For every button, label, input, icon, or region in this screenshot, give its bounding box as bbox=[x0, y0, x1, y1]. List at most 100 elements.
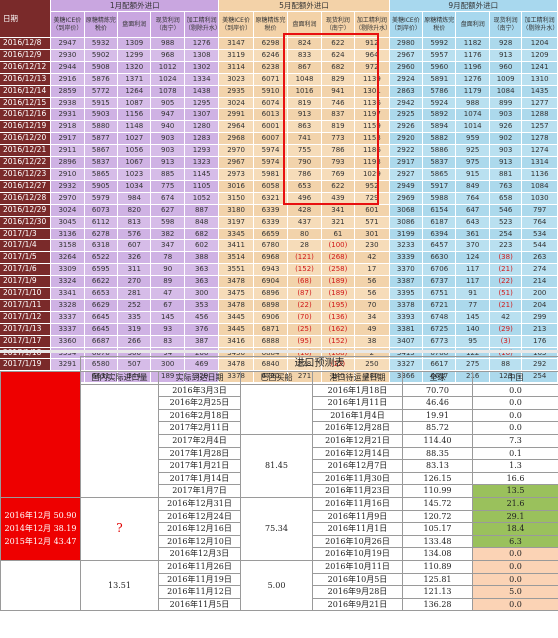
table-cell: 926 bbox=[489, 120, 523, 134]
table-cell: (189) bbox=[321, 275, 356, 289]
brazil-purchase-3: 5.00 bbox=[240, 559, 313, 612]
table-cell: 1280 bbox=[184, 120, 220, 134]
table-cell: (3) bbox=[489, 335, 523, 348]
table-cell: 1084 bbox=[489, 85, 523, 98]
forecast-row: 2017年1月28日 2016年12月14日 88.35 0.1 bbox=[1, 446, 558, 461]
table-cell: 3387 bbox=[389, 275, 424, 289]
table-cell: (189) bbox=[321, 287, 356, 300]
table-cell: (136) bbox=[321, 311, 356, 324]
forecast-title: 进口预测表 bbox=[80, 356, 558, 372]
table-cell: 42 bbox=[489, 311, 523, 324]
table-cell: 1320 bbox=[117, 61, 152, 74]
table-cell: 3264 bbox=[50, 251, 85, 265]
table-cell: 387 bbox=[184, 335, 220, 348]
port-date: 2016年12月28日 bbox=[312, 421, 403, 435]
global-value: 105.17 bbox=[402, 522, 473, 536]
table-cell: 42 bbox=[354, 251, 390, 265]
table-cell: 6645 bbox=[84, 311, 119, 324]
table-cell: 6687 bbox=[84, 335, 119, 348]
row-date: 2016/12/9 bbox=[0, 49, 52, 62]
table-cell: 3324 bbox=[50, 275, 85, 289]
table-cell: 3395 bbox=[389, 287, 424, 300]
arrival-date: 2016年11月26日 bbox=[158, 559, 241, 574]
table-row: 2017/1/17 3360 6687 266 83 387 3416 6888 (95) (15… bbox=[0, 335, 558, 348]
forecast-row: 2017年1月14日 2016年11月30日 126.15 16.6 bbox=[1, 471, 558, 486]
port-date: 2016年11月9日 bbox=[312, 509, 403, 524]
arrival-date: 2016年11月12日 bbox=[158, 585, 241, 599]
table-cell: 913 bbox=[150, 156, 185, 169]
margin-table: 日期 1月配额外进口 5月配额外进口 9月配额外进口 美糖ICE价（到岸价） 原糖精炼完税… bbox=[0, 0, 558, 384]
table-cell: 5882 bbox=[422, 132, 457, 146]
table-cell: 819 bbox=[321, 120, 356, 134]
table-cell: 601 bbox=[354, 204, 390, 217]
table-cell: 6706 bbox=[422, 263, 457, 277]
table-cell: 347 bbox=[150, 239, 185, 253]
row-date: 2017/1/3 bbox=[0, 228, 52, 241]
table-cell: 674 bbox=[150, 192, 185, 205]
table-cell: 769 bbox=[321, 168, 356, 181]
sub-header: 原糖精炼完税价 bbox=[84, 11, 119, 38]
port-date: 2016年10月26日 bbox=[312, 534, 403, 549]
table-cell: 984 bbox=[117, 192, 152, 205]
historical-imports-label: 2016年12月 50.90 2014年12月 38.19 2015年12月 4… bbox=[0, 496, 81, 561]
table-cell: 34 bbox=[354, 311, 390, 324]
table-row: 2016/12/22 2896 5837 1067 913 1323 2967 5974 790… bbox=[0, 156, 558, 169]
table-row: 2016/12/21 2911 5867 1056 903 1293 2970 5974 755… bbox=[0, 144, 558, 158]
table-cell: 2916 bbox=[50, 73, 85, 86]
table-row: 2017/1/12 3337 6645 335 145 456 3445 6906 (70) (1… bbox=[0, 311, 558, 324]
forecast-table: 进口预测表 国内实际进口量 实际到达日期 巴西买船 港口待运量日期 全球 中国 2016年3月… bbox=[0, 356, 558, 612]
china-value: 0.0 bbox=[472, 408, 558, 423]
table-cell: (70) bbox=[287, 311, 322, 324]
table-cell: 837 bbox=[321, 108, 356, 122]
port-date: 2016年10月11日 bbox=[312, 559, 403, 574]
brazil-purchase-2: 75.34 bbox=[240, 496, 313, 561]
forecast-header: 全球 bbox=[402, 371, 473, 385]
blank-side-cell bbox=[0, 559, 81, 612]
table-cell: 5981 bbox=[253, 168, 289, 181]
forecast-header: 中国 bbox=[472, 371, 558, 385]
table-cell: 270 bbox=[117, 275, 152, 289]
china-value: 0.0 bbox=[472, 559, 558, 574]
table-cell: 3023 bbox=[218, 73, 254, 86]
table-cell: 905 bbox=[150, 97, 185, 110]
table-cell: 6074 bbox=[253, 97, 289, 110]
table-cell: 2949 bbox=[389, 180, 424, 193]
table-cell: 1179 bbox=[455, 85, 490, 98]
sub-header: 加工精利润（剔除升水） bbox=[521, 11, 558, 38]
table-cell: 3475 bbox=[218, 287, 254, 300]
margin-table-panel: 日期 1月配额外进口 5月配额外进口 9月配额外进口 美糖ICE价（到岸价） 原糖精炼完税… bbox=[0, 0, 558, 384]
table-cell: 6629 bbox=[84, 299, 119, 312]
table-cell: 353 bbox=[184, 299, 220, 312]
table-cell: 2917 bbox=[50, 132, 85, 146]
port-date: 2016年12月7日 bbox=[312, 459, 403, 473]
row-date: 2016/12/14 bbox=[0, 85, 52, 98]
table-cell: 653 bbox=[287, 180, 322, 193]
table-cell: 928 bbox=[489, 37, 523, 50]
forecast-row: 2016年12月10日 2016年10月26日 133.48 6.3 bbox=[1, 534, 558, 549]
forecast-row: 2016年2月18日 2016年1月4日 19.91 0.0 bbox=[1, 408, 558, 423]
table-cell: 2938 bbox=[50, 97, 85, 110]
table-cell: 5903 bbox=[84, 108, 119, 122]
row-date: 2017/1/10 bbox=[0, 287, 52, 300]
table-cell: 1371 bbox=[117, 73, 152, 86]
table-cell: 2973 bbox=[218, 168, 254, 181]
table-cell: 6904 bbox=[253, 275, 289, 289]
table-cell: 1276 bbox=[184, 37, 220, 50]
row-date: 2017/1/13 bbox=[0, 323, 52, 336]
table-cell: 5867 bbox=[84, 144, 119, 158]
forecast-header: 港口待运量日期 bbox=[312, 371, 403, 385]
global-value: 120.72 bbox=[402, 509, 473, 524]
table-cell: 437 bbox=[287, 216, 322, 229]
table-cell: 213 bbox=[521, 323, 558, 336]
table-cell: 319 bbox=[117, 323, 152, 336]
table-row: 2016/12/27 2932 5905 1034 775 1105 3016 6058 653… bbox=[0, 180, 558, 193]
table-cell: 6073 bbox=[84, 204, 119, 217]
table-row: 2017/1/13 3337 6645 319 93 376 3445 6871 (25) (16… bbox=[0, 323, 558, 336]
global-value: 133.48 bbox=[402, 534, 473, 549]
port-date: 2016年11月30日 bbox=[312, 471, 403, 486]
table-cell: 1277 bbox=[521, 97, 558, 110]
forecast-table-panel: 进口预测表 国内实际进口量 实际到达日期 巴西买船 港口待运量日期 全球 中国 2016年3月… bbox=[0, 356, 558, 638]
table-cell: 6888 bbox=[253, 335, 289, 348]
group-header-3: 9月配额外进口 bbox=[389, 0, 558, 12]
table-cell: 6238 bbox=[253, 61, 289, 74]
